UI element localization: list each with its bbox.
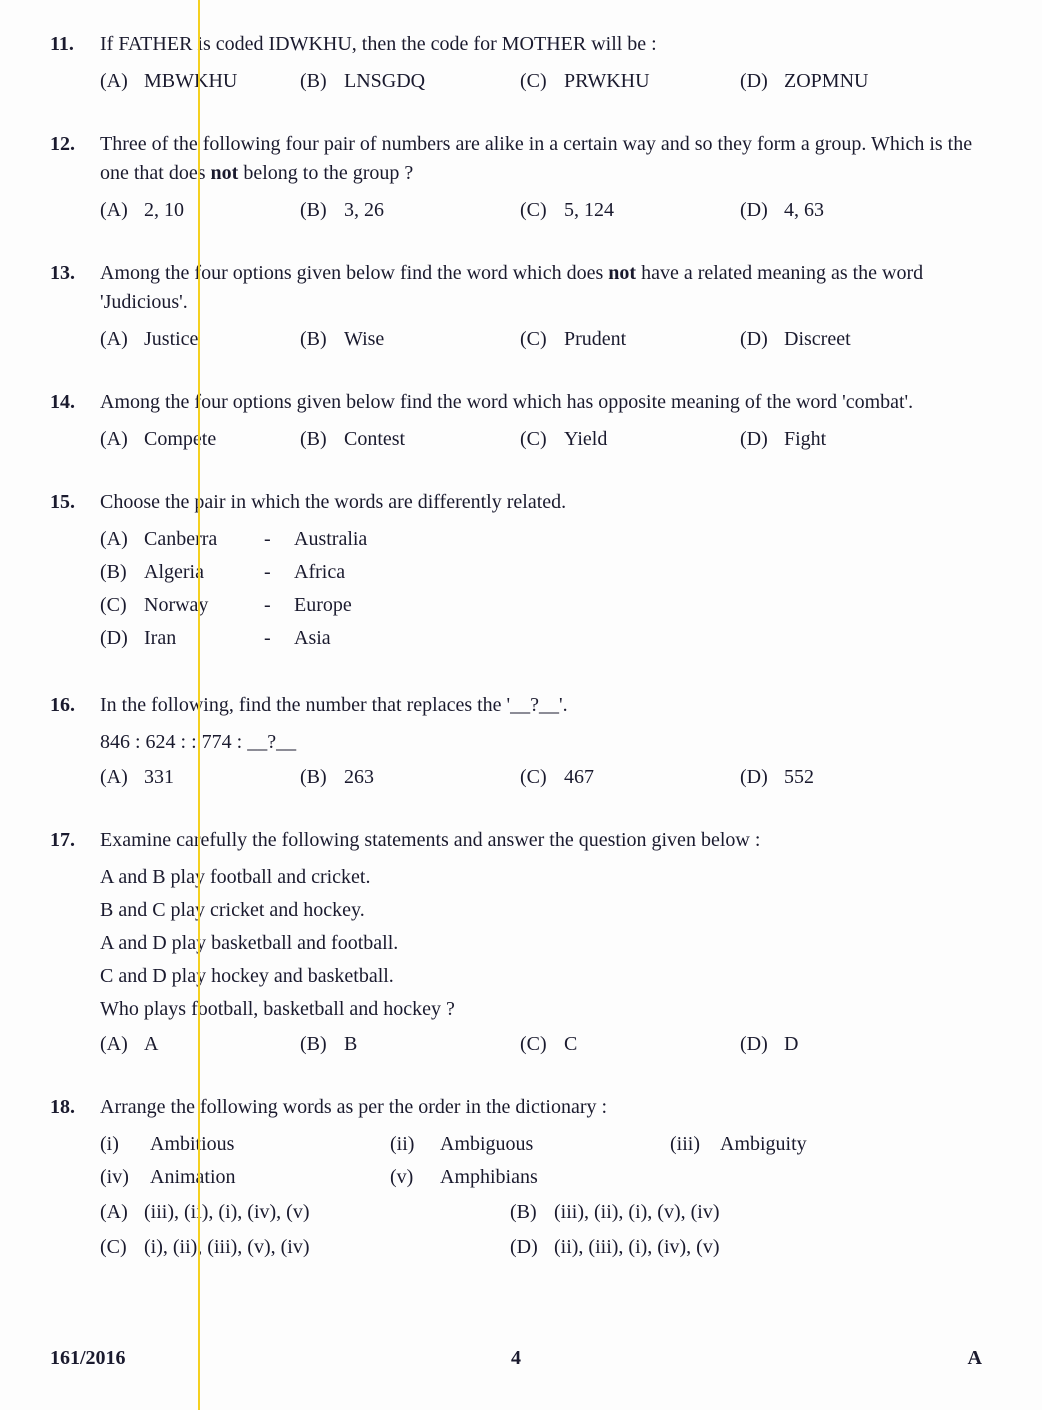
options-row: (A)2, 10 (B)3, 26 (C)5, 124 (D)4, 63 <box>100 196 982 225</box>
question-number: 11. <box>50 30 100 96</box>
question-number: 16. <box>50 691 100 792</box>
option-b: (B)(iii), (ii), (i), (v), (iv) <box>510 1198 920 1227</box>
question-13: 13. Among the four options given below f… <box>50 259 982 354</box>
question-15: 15. Choose the pair in which the words a… <box>50 488 982 657</box>
option-a: (A)331 <box>100 763 300 792</box>
question-16: 16. In the following, find the number th… <box>50 691 982 792</box>
footer-paper-code: 161/2016 <box>50 1347 126 1370</box>
question-body: If FATHER is coded IDWKHU, then the code… <box>100 30 982 96</box>
question-body: Choose the pair in which the words are d… <box>100 488 982 657</box>
page-footer: 161/2016 4 A <box>50 1347 982 1370</box>
statement-3: A and D play basketball and football. <box>100 929 982 958</box>
word-3: (iii)Ambiguity <box>670 1130 920 1159</box>
question-text: Among the four options given below find … <box>100 388 982 417</box>
options-row: (A)A (B)B (C)C (D)D <box>100 1030 982 1059</box>
option-c: (C)(i), (ii), (iii), (v), (iv) <box>100 1233 510 1262</box>
option-c: (C)5, 124 <box>520 196 740 225</box>
options-row: (A)Justice (B)Wise (C)Prudent (D)Discree… <box>100 325 982 354</box>
pair-list: (A)Canberra-Australia (B)Algeria-Africa … <box>100 525 982 653</box>
fold-line <box>198 0 200 1410</box>
option-b: (B)3, 26 <box>300 196 520 225</box>
question-12: 12. Three of the following four pair of … <box>50 130 982 225</box>
word-5: (v)Amphibians <box>390 1163 670 1192</box>
footer-page-number: 4 <box>511 1347 521 1370</box>
statement-2: B and C play cricket and hockey. <box>100 896 982 925</box>
option-a: (A)Justice <box>100 325 300 354</box>
option-b: (B)B <box>300 1030 520 1059</box>
option-c: (C)C <box>520 1030 740 1059</box>
pair-b: (B)Algeria-Africa <box>100 558 982 587</box>
question-number: 15. <box>50 488 100 657</box>
option-a: (A)2, 10 <box>100 196 300 225</box>
option-c: (C)Yield <box>520 425 740 454</box>
question-14: 14. Among the four options given below f… <box>50 388 982 454</box>
question-text: Examine carefully the following statemen… <box>100 826 982 855</box>
words-row-2: (iv)Animation (v)Amphibians <box>100 1163 982 1192</box>
pair-c: (C)Norway-Europe <box>100 591 982 620</box>
question-text: In the following, find the number that r… <box>100 691 982 720</box>
analogy-line: 846 : 624 : : 774 : __?__ <box>100 728 982 757</box>
word-1: (i)Ambitious <box>100 1130 390 1159</box>
question-text: Among the four options given below find … <box>100 259 982 317</box>
question-number: 12. <box>50 130 100 225</box>
option-c: (C)467 <box>520 763 740 792</box>
question-body: In the following, find the number that r… <box>100 691 982 792</box>
option-a: (A)MBWKHU <box>100 67 300 96</box>
option-d: (D)4, 63 <box>740 196 940 225</box>
option-a: (A)Compete <box>100 425 300 454</box>
option-c: (C)Prudent <box>520 325 740 354</box>
question-body: Three of the following four pair of numb… <box>100 130 982 225</box>
question-body: Among the four options given below find … <box>100 259 982 354</box>
question-number: 13. <box>50 259 100 354</box>
option-d: (D)Discreet <box>740 325 940 354</box>
exam-page: 11. If FATHER is coded IDWKHU, then the … <box>0 0 1042 1410</box>
question-text: Choose the pair in which the words are d… <box>100 488 982 517</box>
question-text: Arrange the following words as per the o… <box>100 1093 982 1122</box>
footer-series: A <box>968 1347 982 1370</box>
question-text: If FATHER is coded IDWKHU, then the code… <box>100 30 982 59</box>
option-b: (B)Wise <box>300 325 520 354</box>
word-4: (iv)Animation <box>100 1163 390 1192</box>
question-text: Three of the following four pair of numb… <box>100 130 982 188</box>
option-d: (D)(ii), (iii), (i), (iv), (v) <box>510 1233 920 1262</box>
option-a: (A)(iii), (ii), (i), (iv), (v) <box>100 1198 510 1227</box>
option-c: (C)PRWKHU <box>520 67 740 96</box>
question-body: Examine carefully the following statemen… <box>100 826 982 1059</box>
option-b: (B)263 <box>300 763 520 792</box>
option-b: (B)LNSGDQ <box>300 67 520 96</box>
words-row-1: (i)Ambitious (ii)Ambiguous (iii)Ambiguit… <box>100 1130 982 1159</box>
statement-question: Who plays football, basketball and hocke… <box>100 995 982 1024</box>
options-row-1: (A)(iii), (ii), (i), (iv), (v) (B)(iii),… <box>100 1198 982 1227</box>
question-body: Arrange the following words as per the o… <box>100 1093 982 1262</box>
question-body: Among the four options given below find … <box>100 388 982 454</box>
option-d: (D)Fight <box>740 425 940 454</box>
option-d: (D)552 <box>740 763 940 792</box>
pair-a: (A)Canberra-Australia <box>100 525 982 554</box>
option-a: (A)A <box>100 1030 300 1059</box>
option-d: (D)ZOPMNU <box>740 67 940 96</box>
word-2: (ii)Ambiguous <box>390 1130 670 1159</box>
pair-d: (D)Iran-Asia <box>100 624 982 653</box>
statement-1: A and B play football and cricket. <box>100 863 982 892</box>
question-17: 17. Examine carefully the following stat… <box>50 826 982 1059</box>
question-number: 18. <box>50 1093 100 1262</box>
question-18: 18. Arrange the following words as per t… <box>50 1093 982 1262</box>
question-number: 17. <box>50 826 100 1059</box>
options-row: (A)MBWKHU (B)LNSGDQ (C)PRWKHU (D)ZOPMNU <box>100 67 982 96</box>
options-row: (A)331 (B)263 (C)467 (D)552 <box>100 763 982 792</box>
statement-4: C and D play hockey and basketball. <box>100 962 982 991</box>
question-number: 14. <box>50 388 100 454</box>
option-d: (D)D <box>740 1030 940 1059</box>
options-row-2: (C)(i), (ii), (iii), (v), (iv) (D)(ii), … <box>100 1233 982 1262</box>
question-11: 11. If FATHER is coded IDWKHU, then the … <box>50 30 982 96</box>
option-b: (B)Contest <box>300 425 520 454</box>
options-row: (A)Compete (B)Contest (C)Yield (D)Fight <box>100 425 982 454</box>
